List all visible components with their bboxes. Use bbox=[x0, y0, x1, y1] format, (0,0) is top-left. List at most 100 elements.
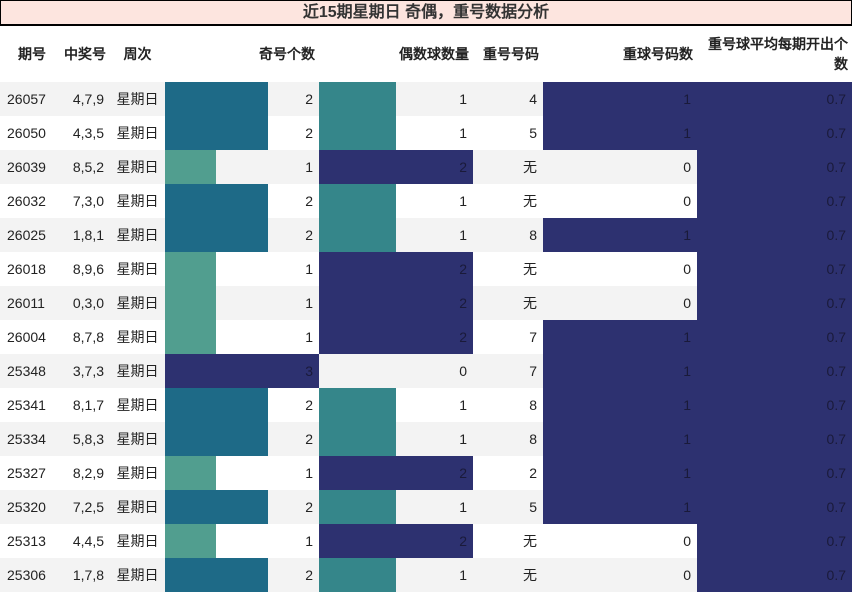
odd-count-bar bbox=[165, 558, 268, 592]
cell-even-count: 1 bbox=[319, 490, 473, 524]
repeat-count-value: 1 bbox=[683, 499, 691, 515]
cell-weekday: 星期日 bbox=[110, 82, 165, 116]
table-row[interactable]: 25327 8,2,9 星期日 1 2 2 1 0.7 bbox=[0, 456, 852, 490]
avg-repeat-bar bbox=[697, 320, 852, 354]
table-row[interactable]: 25348 3,7,3 星期日 3 0 7 1 0.7 bbox=[0, 354, 852, 388]
odd-count-value: 1 bbox=[305, 329, 313, 345]
header-avg-repeat[interactable]: 重号球平均每期开出个数 bbox=[697, 26, 852, 82]
cell-weekday: 星期日 bbox=[110, 524, 165, 558]
cell-even-count: 2 bbox=[319, 524, 473, 558]
cell-repeat-count: 0 bbox=[543, 286, 697, 320]
odd-count-value: 1 bbox=[305, 261, 313, 277]
repeat-count-bar bbox=[543, 388, 697, 422]
avg-repeat-value: 0.7 bbox=[826, 499, 846, 515]
cell-odd-count: 2 bbox=[165, 490, 319, 524]
cell-issue: 25327 bbox=[0, 456, 55, 490]
table-row[interactable]: 25313 4,4,5 星期日 1 2 无 0 0.7 bbox=[0, 524, 852, 558]
table-row[interactable]: 25320 7,2,5 星期日 2 1 5 1 0.7 bbox=[0, 490, 852, 524]
odd-count-value: 1 bbox=[305, 159, 313, 175]
table-row[interactable]: 26018 8,9,6 星期日 1 2 无 0 0.7 bbox=[0, 252, 852, 286]
cell-weekday: 星期日 bbox=[110, 456, 165, 490]
repeat-count-value: 1 bbox=[683, 363, 691, 379]
cell-weekday: 星期日 bbox=[110, 320, 165, 354]
repeat-count-bar bbox=[543, 422, 697, 456]
even-count-bar bbox=[319, 320, 473, 354]
cell-weekday: 星期日 bbox=[110, 558, 165, 592]
cell-avg-repeat: 0.7 bbox=[697, 184, 852, 218]
even-count-value: 1 bbox=[459, 567, 467, 583]
repeat-count-value: 1 bbox=[683, 431, 691, 447]
even-count-bar bbox=[319, 150, 473, 184]
cell-avg-repeat: 0.7 bbox=[697, 490, 852, 524]
table-row[interactable]: 25341 8,1,7 星期日 2 1 8 1 0.7 bbox=[0, 388, 852, 422]
repeat-count-bar bbox=[543, 320, 697, 354]
cell-avg-repeat: 0.7 bbox=[697, 524, 852, 558]
table-row[interactable]: 26039 8,5,2 星期日 1 2 无 0 0.7 bbox=[0, 150, 852, 184]
table-row[interactable]: 26032 7,3,0 星期日 2 1 无 0 0.7 bbox=[0, 184, 852, 218]
odd-count-bar bbox=[165, 218, 268, 252]
cell-repeat-count: 1 bbox=[543, 490, 697, 524]
cell-repeat-number: 5 bbox=[473, 490, 543, 524]
table-row[interactable]: 26050 4,3,5 星期日 2 1 5 1 0.7 bbox=[0, 116, 852, 150]
avg-repeat-value: 0.7 bbox=[826, 363, 846, 379]
header-row: 期号 中奖号 周次 奇号个数 偶数球数量 重号号码 重球号码数 重号球平均每期开… bbox=[0, 26, 852, 82]
header-numbers[interactable]: 中奖号 bbox=[55, 26, 110, 82]
cell-odd-count: 2 bbox=[165, 116, 319, 150]
table-row[interactable]: 26057 4,7,9 星期日 2 1 4 1 0.7 bbox=[0, 82, 852, 116]
avg-repeat-bar bbox=[697, 150, 852, 184]
header-odd-count[interactable]: 奇号个数 bbox=[165, 26, 319, 82]
header-even-count[interactable]: 偶数球数量 bbox=[319, 26, 473, 82]
cell-numbers: 8,7,8 bbox=[55, 320, 110, 354]
cell-numbers: 1,7,8 bbox=[55, 558, 110, 592]
even-count-bar bbox=[319, 524, 473, 558]
header-repeat-count[interactable]: 重球号码数 bbox=[543, 26, 697, 82]
repeat-count-bar bbox=[543, 490, 697, 524]
repeat-count-value: 0 bbox=[683, 261, 691, 277]
cell-even-count: 1 bbox=[319, 82, 473, 116]
table-row[interactable]: 25334 5,8,3 星期日 2 1 8 1 0.7 bbox=[0, 422, 852, 456]
cell-even-count: 1 bbox=[319, 388, 473, 422]
odd-count-bar bbox=[165, 116, 268, 150]
header-issue[interactable]: 期号 bbox=[0, 26, 55, 82]
avg-repeat-bar bbox=[697, 524, 852, 558]
cell-issue: 25320 bbox=[0, 490, 55, 524]
even-count-value: 2 bbox=[459, 533, 467, 549]
odd-count-bar bbox=[165, 422, 268, 456]
cell-even-count: 1 bbox=[319, 422, 473, 456]
table-row[interactable]: 25306 1,7,8 星期日 2 1 无 0 0.7 bbox=[0, 558, 852, 592]
avg-repeat-value: 0.7 bbox=[826, 159, 846, 175]
even-count-bar bbox=[319, 184, 396, 218]
cell-weekday: 星期日 bbox=[110, 354, 165, 388]
repeat-count-value: 0 bbox=[683, 567, 691, 583]
cell-odd-count: 2 bbox=[165, 422, 319, 456]
odd-count-value: 2 bbox=[305, 397, 313, 413]
cell-avg-repeat: 0.7 bbox=[697, 558, 852, 592]
cell-issue: 25348 bbox=[0, 354, 55, 388]
odd-count-value: 1 bbox=[305, 465, 313, 481]
odd-count-value: 2 bbox=[305, 193, 313, 209]
even-count-bar bbox=[319, 116, 396, 150]
repeat-count-value: 1 bbox=[683, 227, 691, 243]
cell-repeat-count: 0 bbox=[543, 184, 697, 218]
table-row[interactable]: 26004 8,7,8 星期日 1 2 7 1 0.7 bbox=[0, 320, 852, 354]
repeat-count-bar bbox=[543, 354, 697, 388]
repeat-count-value: 0 bbox=[683, 295, 691, 311]
cell-numbers: 8,1,7 bbox=[55, 388, 110, 422]
even-count-value: 1 bbox=[459, 499, 467, 515]
table-row[interactable]: 26011 0,3,0 星期日 1 2 无 0 0.7 bbox=[0, 286, 852, 320]
repeat-count-value: 1 bbox=[683, 397, 691, 413]
odd-count-value: 2 bbox=[305, 91, 313, 107]
header-repeat-number[interactable]: 重号号码 bbox=[473, 26, 543, 82]
repeat-count-bar bbox=[543, 116, 697, 150]
table-row[interactable]: 26025 1,8,1 星期日 2 1 8 1 0.7 bbox=[0, 218, 852, 252]
cell-repeat-number: 无 bbox=[473, 524, 543, 558]
odd-count-value: 2 bbox=[305, 125, 313, 141]
cell-even-count: 1 bbox=[319, 184, 473, 218]
odd-count-bar bbox=[165, 490, 268, 524]
header-weekday[interactable]: 周次 bbox=[110, 26, 165, 82]
cell-repeat-count: 1 bbox=[543, 456, 697, 490]
cell-avg-repeat: 0.7 bbox=[697, 218, 852, 252]
cell-odd-count: 1 bbox=[165, 150, 319, 184]
cell-issue: 26039 bbox=[0, 150, 55, 184]
odd-count-bar bbox=[165, 354, 319, 388]
